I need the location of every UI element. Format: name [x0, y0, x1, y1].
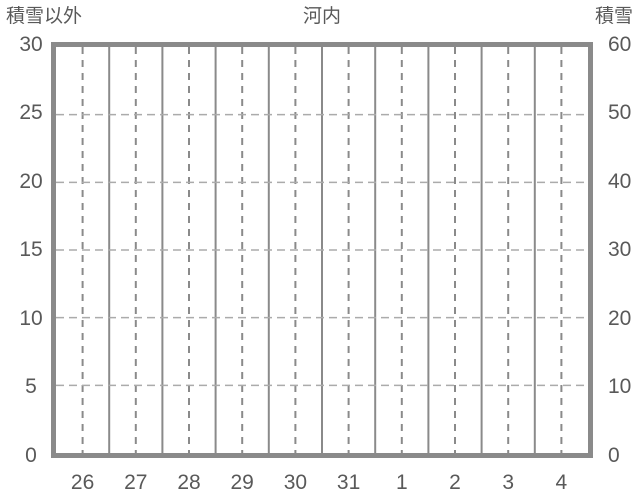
gridlines	[56, 47, 588, 453]
x-tick: 4	[555, 471, 568, 494]
x-tick: 29	[230, 471, 254, 494]
y-tick-left: 15	[19, 238, 43, 261]
y-tick-left: 5	[25, 375, 37, 398]
left-axis-title: 積雪以外	[6, 6, 83, 27]
y-tick-right: 0	[608, 443, 620, 467]
x-tick: 3	[502, 471, 515, 494]
y-tick-left: 20	[19, 169, 43, 193]
x-tick: 31	[336, 471, 361, 494]
plot-area	[51, 42, 593, 458]
y-tick-left: 10	[19, 306, 43, 330]
y-tick-right: 10	[608, 375, 632, 398]
y-tick-right: 20	[608, 306, 632, 330]
y-tick-left: 0	[25, 443, 37, 467]
y-tick-right: 40	[608, 169, 632, 193]
y-tick-left: 25	[19, 101, 43, 124]
chart-title: 河内	[302, 6, 341, 27]
right-axis-title: 積雪	[594, 6, 633, 27]
x-tick: 28	[177, 471, 201, 494]
y-tick-right: 30	[608, 238, 632, 261]
y-tick-right: 50	[608, 101, 632, 124]
x-tick: 30	[283, 471, 308, 494]
y-tick-right: 60	[608, 32, 632, 56]
x-tick: 2	[449, 471, 461, 494]
x-tick: 27	[124, 471, 148, 494]
x-tick: 1	[395, 471, 408, 494]
x-tick: 26	[70, 471, 95, 494]
y-tick-left: 30	[19, 32, 43, 56]
